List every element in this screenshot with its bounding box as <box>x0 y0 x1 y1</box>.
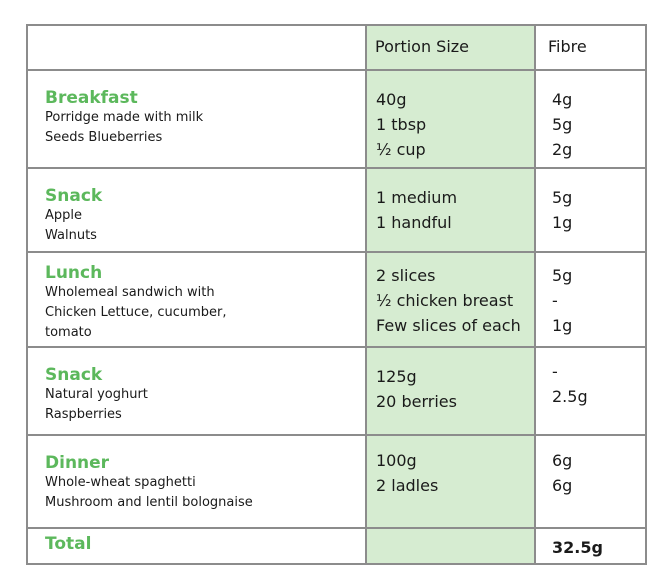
header-portion-cell: Portion Size <box>365 24 536 71</box>
portion-cell: 40g 1 tbsp ½ cup <box>365 69 536 169</box>
portion-cell: 1 medium 1 handful <box>365 167 536 253</box>
total-portion-cell <box>365 527 536 565</box>
meal-description: Whole-wheat spaghetti Mushroom and lenti… <box>28 473 365 513</box>
meal-row-breakfast: Breakfast Porridge made with milk Seeds … <box>26 69 647 169</box>
meal-cell: Snack Apple Walnuts <box>26 167 367 253</box>
header-meal-cell <box>26 24 367 71</box>
meal-desc-line: Porridge made with milk <box>45 110 204 125</box>
portion-value: ½ cup <box>376 140 426 159</box>
portion-value: 40g <box>376 90 407 109</box>
fibre-value: 4g <box>552 90 573 109</box>
meal-cell: Lunch Wholemeal sandwich with Chicken Le… <box>26 251 367 348</box>
header-fibre: Fibre <box>548 37 587 56</box>
meal-name: Snack <box>45 365 103 385</box>
total-row: Total 32.5g <box>26 527 647 565</box>
portion-cell: 125g 20 berries <box>365 346 536 436</box>
meal-desc-line: Chicken Lettuce, cucumber, <box>45 305 227 320</box>
portion-value: 2 slices <box>376 266 436 285</box>
fibre-meal-table: Portion Size Fibre Breakfast Porridge ma… <box>26 24 647 565</box>
fibre-cell: 4g 5g 2g <box>534 69 647 169</box>
portion-value: 1 medium <box>376 188 458 207</box>
header-portion: Portion Size <box>375 37 470 56</box>
header-meal <box>28 26 365 37</box>
fibre-value: 1g <box>552 213 573 232</box>
portion-value: 125g <box>376 367 417 386</box>
meal-description: Natural yoghurt Raspberries <box>28 385 365 425</box>
fibre-value: - <box>552 291 558 310</box>
fibre-value: 6g <box>552 451 573 470</box>
portion-value: 20 berries <box>376 392 457 411</box>
meal-desc-line: Apple <box>45 208 83 223</box>
meal-desc-line: Wholemeal sandwich with <box>45 285 215 300</box>
meal-desc-line: tomato <box>45 325 92 340</box>
meal-row-lunch: Lunch Wholemeal sandwich with Chicken Le… <box>26 251 647 348</box>
header-fibre-cell: Fibre <box>534 24 647 71</box>
portion-value: ½ chicken breast <box>376 291 514 310</box>
fibre-value: - <box>552 362 558 381</box>
meal-description: Wholemeal sandwich with Chicken Lettuce,… <box>28 283 365 343</box>
meal-desc-line: Walnuts <box>45 228 97 243</box>
fibre-value: 5g <box>552 188 573 207</box>
meal-name: Dinner <box>45 453 110 473</box>
meal-cell: Breakfast Porridge made with milk Seeds … <box>26 69 367 169</box>
header-row: Portion Size Fibre <box>26 24 647 71</box>
fibre-value: 2.5g <box>552 387 588 406</box>
meal-cell: Snack Natural yoghurt Raspberries <box>26 346 367 436</box>
total-label-cell: Total <box>26 527 367 565</box>
portion-value: 1 tbsp <box>376 115 427 134</box>
meal-name: Snack <box>45 186 103 206</box>
portion-value: 1 handful <box>376 213 452 232</box>
meal-name: Breakfast <box>45 88 138 108</box>
meal-row-dinner: Dinner Whole-wheat spaghetti Mushroom an… <box>26 434 647 529</box>
fibre-value: 5g <box>552 115 573 134</box>
meal-description: Porridge made with milk Seeds Blueberrie… <box>28 108 365 148</box>
meal-cell: Dinner Whole-wheat spaghetti Mushroom an… <box>26 434 367 529</box>
fibre-value: 6g <box>552 476 573 495</box>
meal-desc-line: Mushroom and lentil bolognaise <box>45 495 253 510</box>
portion-value: 2 ladles <box>376 476 439 495</box>
total-fibre-cell: 32.5g <box>534 527 647 565</box>
meal-row-snack: Snack Natural yoghurt Raspberries 125g 2… <box>26 346 647 436</box>
meal-desc-line: Whole-wheat spaghetti <box>45 475 196 490</box>
meal-name: Lunch <box>45 263 103 283</box>
fibre-cell: 6g 6g <box>534 434 647 529</box>
meal-description: Apple Walnuts <box>28 206 365 246</box>
fibre-cell: 5g - 1g <box>534 251 647 348</box>
portion-cell: 2 slices ½ chicken breast Few slices of … <box>365 251 536 348</box>
portion-cell: 100g 2 ladles <box>365 434 536 529</box>
meal-row-snack: Snack Apple Walnuts 1 medium 1 handful 5… <box>26 167 647 253</box>
fibre-cell: 5g 1g <box>534 167 647 253</box>
meal-desc-line: Natural yoghurt <box>45 387 148 402</box>
meal-desc-line: Raspberries <box>45 407 122 422</box>
portion-value: 100g <box>376 451 417 470</box>
meal-desc-line: Seeds Blueberries <box>45 130 163 145</box>
fibre-cell: - 2.5g <box>534 346 647 436</box>
portion-value: Few slices of each <box>376 316 521 335</box>
fibre-value: 5g <box>552 266 573 285</box>
total-fibre-value: 32.5g <box>552 538 603 557</box>
total-label: Total <box>45 534 92 554</box>
fibre-value: 2g <box>552 140 573 159</box>
fibre-value: 1g <box>552 316 573 335</box>
